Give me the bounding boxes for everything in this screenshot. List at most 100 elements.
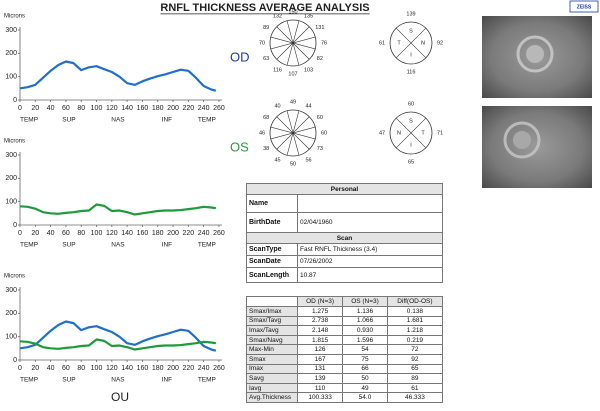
- clock-value: 73: [317, 146, 323, 152]
- clock-spoke: [286, 20, 300, 66]
- stats-label: Avg.Thickness: [246, 392, 298, 403]
- stats-row: Smax/Tavg 2.738 1.066 1.681: [246, 315, 444, 327]
- region-label: SUP: [62, 377, 75, 384]
- y-tick-label: 300: [5, 287, 17, 294]
- stats-value: 100.333: [296, 392, 344, 403]
- x-tick-label: 80: [77, 230, 85, 237]
- stats-value: 0.219: [386, 334, 444, 346]
- quadrant-value: 92: [437, 40, 443, 46]
- stats-value: 1.815: [296, 334, 344, 346]
- y-axis-label: Microns: [4, 274, 25, 280]
- y-axis-label: Microns: [4, 139, 25, 145]
- y-tick-label: 300: [5, 27, 17, 34]
- clock-value: 44: [305, 104, 311, 110]
- quadrant-value: 71: [437, 130, 443, 136]
- stats-value: 89: [386, 373, 444, 384]
- info-value: Fast RNFL Thickness (3.4): [297, 243, 443, 256]
- y-tick-label: 100: [5, 334, 17, 341]
- section-header-row: Personal: [246, 183, 443, 195]
- quadrant-value: 47: [379, 130, 385, 136]
- stats-table: OD (N=3) OS (N=3) Diff(OD-OS) Smax/Imax 1.27…: [246, 296, 444, 403]
- corner-cell: [246, 296, 298, 307]
- y-tick-label: 200: [5, 50, 17, 57]
- region-label: TEMP: [198, 377, 216, 384]
- section-title: Scan: [246, 232, 443, 244]
- x-tick-label: 20: [31, 230, 39, 237]
- stats-value: 1.218: [386, 325, 444, 336]
- region-label: SUP: [62, 117, 75, 124]
- stats-value: 1.681: [386, 315, 444, 327]
- quadrant-value: 116: [407, 69, 416, 75]
- quadrant-divider: [395, 117, 427, 149]
- x-tick-label: 260: [213, 365, 225, 372]
- clock-value: 89: [263, 25, 269, 31]
- x-tick-label: 180: [152, 365, 164, 372]
- stats-label: Smax/Navg: [246, 334, 298, 346]
- stats-row: Smax/Navg 1.815 1.596 0.219: [246, 334, 444, 346]
- quadrant-divider: [395, 27, 427, 59]
- x-tick-label: 140: [121, 230, 133, 237]
- quadrant-value: 61: [379, 40, 385, 46]
- clock-value: 56: [305, 157, 311, 163]
- chart-label: OU: [111, 390, 129, 404]
- fundus-image: [482, 106, 592, 188]
- stats-row: Avg.Thickness 100.333 54.0 46.333: [246, 392, 444, 403]
- x-tick-label: 120: [106, 105, 118, 112]
- stats-label: Smax: [246, 353, 298, 365]
- clock-value: 132: [273, 14, 282, 20]
- x-tick-label: 80: [77, 105, 85, 112]
- clock-value: 70: [259, 40, 265, 46]
- stats-label: Smax/Tavg: [246, 315, 298, 327]
- y-axis-label: Microns: [4, 14, 25, 20]
- x-tick-label: 60: [62, 230, 70, 237]
- quadrant-letter: I: [410, 52, 412, 58]
- data-line: [19, 338, 217, 351]
- stats-value: 1.136: [342, 306, 388, 317]
- quadrant-value: 60: [408, 101, 414, 107]
- stats-value: 66: [342, 363, 388, 375]
- x-tick-label: 240: [198, 105, 210, 112]
- stats-row: Savg 139 50 89: [246, 373, 444, 384]
- x-tick-label: 20: [31, 365, 39, 372]
- stats-value: 1.066: [342, 315, 388, 327]
- info-label: ScanType: [246, 243, 298, 256]
- clock-value: 45: [274, 157, 280, 163]
- region-label: INF: [162, 242, 173, 249]
- data-line: [19, 320, 217, 352]
- x-tick-label: 200: [167, 230, 179, 237]
- quadrant-value: 65: [408, 159, 414, 165]
- clock-value: 60: [317, 115, 323, 121]
- x-tick-label: 260: [213, 230, 225, 237]
- x-tick-label: 160: [137, 365, 149, 372]
- data-line: [19, 60, 217, 92]
- stats-row: Smax 167 75 92: [246, 353, 444, 365]
- region-label: NAS: [111, 377, 125, 384]
- info-label: ScanLength: [246, 267, 298, 283]
- clock-value: 116: [273, 67, 282, 73]
- clock-value: 46: [259, 130, 265, 136]
- stats-value: 50: [342, 373, 388, 384]
- stats-value: 61: [386, 382, 444, 394]
- stats-label: Smax/Imax: [246, 306, 298, 317]
- stats-row: Max-Min 126 54 72: [246, 344, 444, 355]
- x-tick-label: 200: [167, 105, 179, 112]
- stats-value: 0.930: [342, 325, 388, 336]
- x-tick-label: 40: [47, 365, 55, 372]
- section-header-row: Scan: [246, 232, 443, 244]
- y-tick-label: 0: [13, 357, 17, 364]
- stats-value: 110: [296, 382, 344, 394]
- region-label: NAS: [111, 242, 125, 249]
- clock-value: 135: [304, 14, 313, 20]
- y-tick-label: 200: [5, 175, 17, 182]
- clock-value: 63: [263, 56, 269, 62]
- region-label: NAS: [111, 117, 125, 124]
- data-line: [19, 203, 217, 216]
- stats-label: Imax/Tavg: [246, 325, 298, 336]
- stats-label: Max-Min: [246, 344, 298, 355]
- clock-value: 60: [321, 130, 327, 136]
- x-tick-label: 220: [182, 105, 194, 112]
- column-header: Diff(OD-OS): [386, 296, 444, 307]
- y-tick-label: 100: [5, 74, 17, 81]
- x-tick-label: 220: [182, 365, 194, 372]
- quadrant-letter: T: [397, 40, 401, 46]
